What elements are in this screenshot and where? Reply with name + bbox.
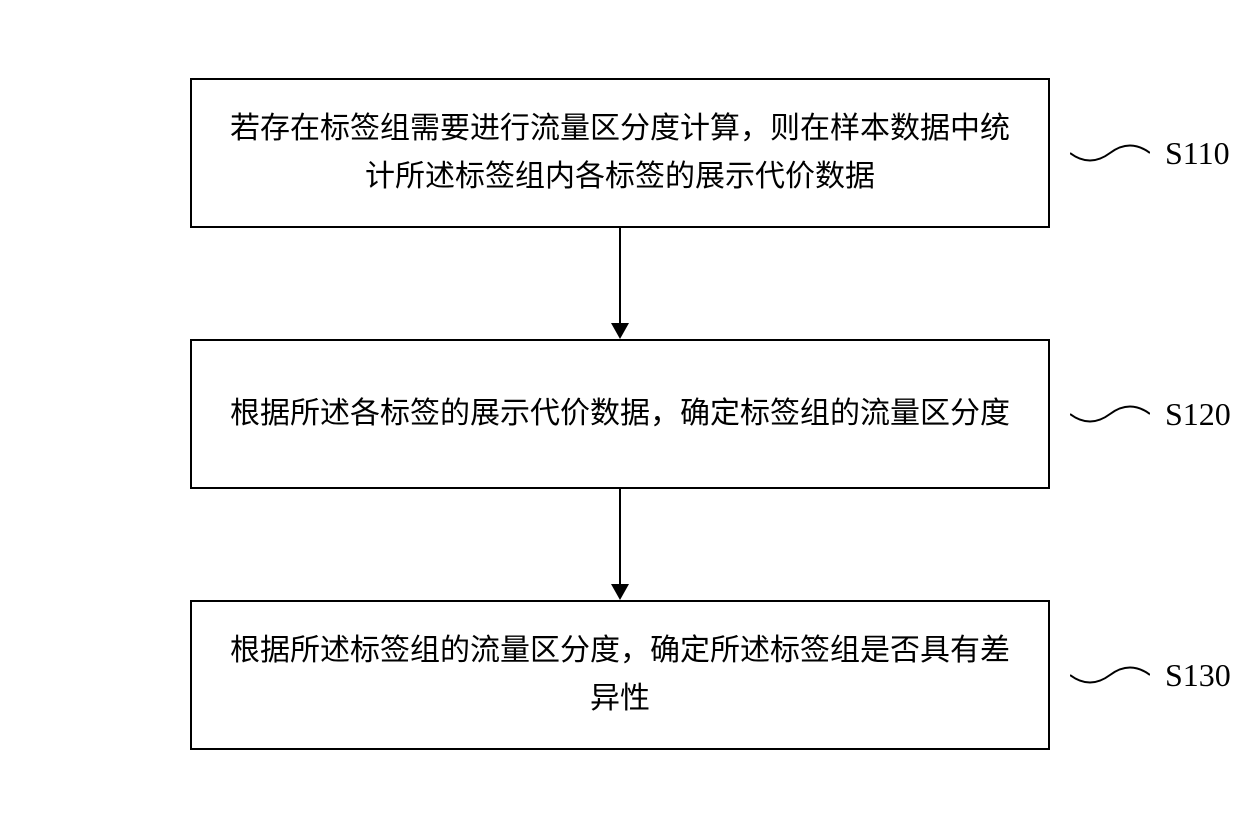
step-label: S110 bbox=[1165, 135, 1230, 172]
step-text: 若存在标签组需要进行流量区分度计算，则在样本数据中统计所述标签组内各标签的展示代… bbox=[222, 105, 1018, 201]
flow-step-s110: 若存在标签组需要进行流量区分度计算，则在样本数据中统计所述标签组内各标签的展示代… bbox=[190, 78, 1050, 228]
step-text: 根据所述标签组的流量区分度，确定所述标签组是否具有差异性 bbox=[222, 627, 1018, 723]
arrow-connector bbox=[611, 228, 629, 339]
step-label: S130 bbox=[1165, 657, 1231, 694]
arrow-connector bbox=[611, 489, 629, 600]
step-text: 根据所述各标签的展示代价数据，确定标签组的流量区分度 bbox=[230, 390, 1010, 438]
label-container-s110: S110 bbox=[1070, 133, 1230, 173]
flowchart-container: 若存在标签组需要进行流量区分度计算，则在样本数据中统计所述标签组内各标签的展示代… bbox=[190, 78, 1050, 750]
step-label: S120 bbox=[1165, 396, 1231, 433]
label-container-s120: S120 bbox=[1070, 394, 1231, 434]
flow-step-s130: 根据所述标签组的流量区分度，确定所述标签组是否具有差异性 bbox=[190, 600, 1050, 750]
label-container-s130: S130 bbox=[1070, 655, 1231, 695]
flow-step-s120: 根据所述各标签的展示代价数据，确定标签组的流量区分度 bbox=[190, 339, 1050, 489]
curve-connector-icon bbox=[1070, 133, 1150, 173]
curve-connector-icon bbox=[1070, 655, 1150, 695]
curve-connector-icon bbox=[1070, 394, 1150, 434]
